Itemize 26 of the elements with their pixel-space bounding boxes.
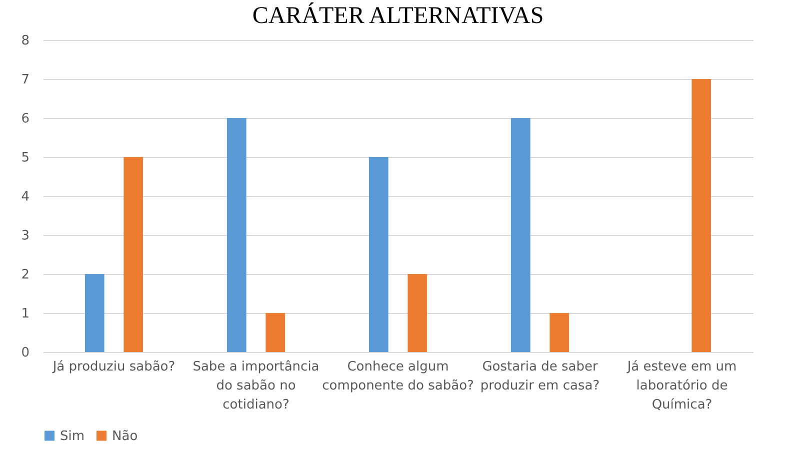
y-tick-label: 5 [21,150,30,166]
legend-label: Não [112,428,138,444]
y-tick-label: 0 [21,346,30,360]
y-tick-label: 8 [21,34,30,48]
x-tick-label: Conhece algum componente do sabão? [322,360,474,394]
bar [692,79,712,352]
bar [550,313,570,352]
x-tick-label: Já esteve em um laboratório de Química? [626,360,737,412]
y-tick-label: 6 [21,112,30,126]
y-tick-label: 4 [21,190,30,204]
y-tick-label: 2 [21,268,30,282]
chart-title: CARÁTER ALTERNATIVAS [252,2,544,29]
y-tick-label: 3 [21,228,30,244]
y-tick-label: 1 [21,306,30,322]
legend-label: Sim [60,428,85,444]
y-tick-label: 7 [21,72,30,88]
bar [124,157,144,352]
x-tick-label: Sabe a importância do sabão no cotidiano? [192,360,320,412]
bar [266,313,286,352]
bar [510,118,530,352]
bar [84,274,104,352]
x-tick-label: Já produziu sabão? [52,360,176,374]
bar [408,274,428,352]
x-tick-label: Gostaria de saber produzir em casa? [480,360,600,394]
bar [226,118,246,352]
bar [368,157,388,352]
